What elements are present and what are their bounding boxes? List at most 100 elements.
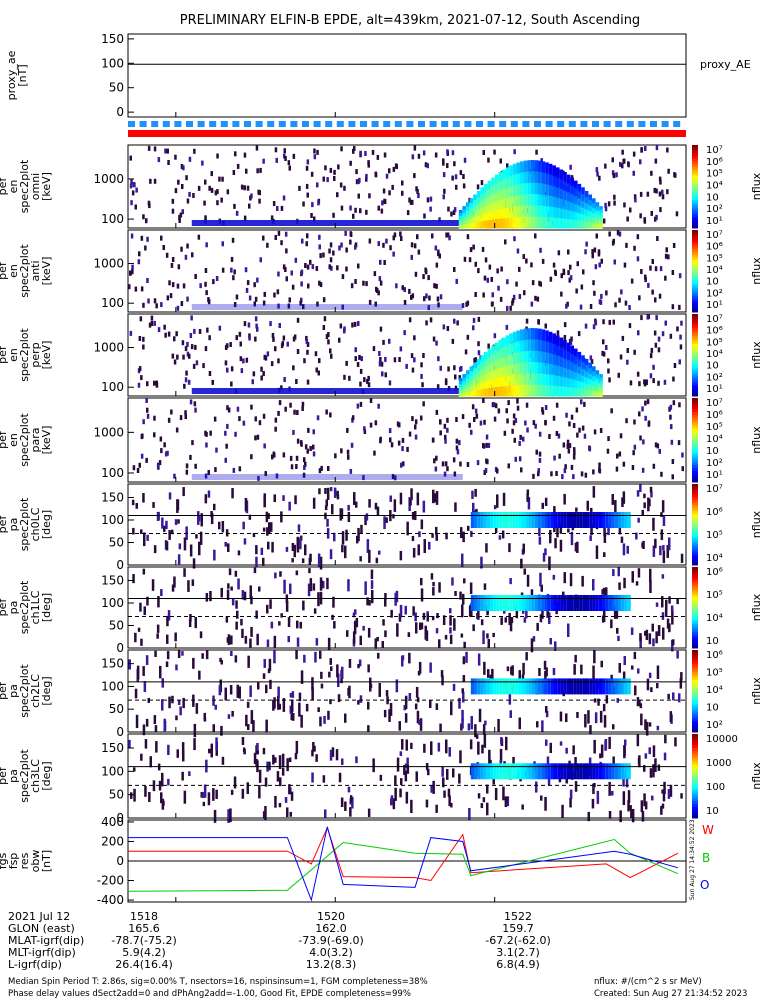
spectrogram-cell xyxy=(673,243,676,248)
spectrogram-cell xyxy=(225,345,228,350)
spectrogram-cell xyxy=(146,408,149,413)
colorbar-label: 10⁳ xyxy=(706,277,719,288)
flux-cell xyxy=(538,194,542,206)
spectrogram-cell xyxy=(564,468,567,473)
spectrogram-cell xyxy=(247,702,250,708)
flux-cell xyxy=(462,210,466,214)
spectrogram-cell xyxy=(435,805,438,813)
spectrogram-cell xyxy=(247,280,250,285)
spectrogram-cell xyxy=(214,810,217,823)
spectrogram-cell xyxy=(266,527,269,536)
spectrogram-cell xyxy=(330,487,333,491)
flux-cell xyxy=(556,366,560,377)
spectrogram-cell xyxy=(494,417,497,422)
spectrogram-cell xyxy=(182,340,185,345)
spectrogram-cell xyxy=(173,336,176,341)
flux-cell xyxy=(605,512,608,528)
flux-cell xyxy=(542,374,546,386)
flux-cell xyxy=(477,390,481,397)
spectrogram-cell xyxy=(405,697,408,710)
flux-cell xyxy=(538,351,542,363)
flux-cell xyxy=(588,222,592,228)
spectrogram-cell xyxy=(204,431,207,436)
flux-cell xyxy=(466,224,470,229)
spectrogram-cell xyxy=(569,798,572,808)
spectrogram-cell xyxy=(473,318,476,323)
flux-cell xyxy=(624,595,627,611)
spectrogram-cell xyxy=(384,630,387,637)
spectrogram-cell xyxy=(574,655,577,663)
spectrogram-cell xyxy=(309,446,312,451)
spectrogram-cell xyxy=(255,557,258,567)
flux-cell xyxy=(527,217,531,229)
spectrogram-cell xyxy=(343,186,346,191)
spectrogram-cell xyxy=(411,242,414,247)
spectrogram-cell xyxy=(371,580,374,589)
spectrogram-cell xyxy=(522,663,525,675)
spectrogram-cell xyxy=(482,631,485,645)
flux-cell xyxy=(574,189,578,197)
flux-cell xyxy=(493,512,496,528)
flux-cell xyxy=(583,595,586,611)
flux-cell xyxy=(470,381,474,386)
flux-cell xyxy=(554,763,557,779)
flux-cell xyxy=(519,512,522,528)
spectrogram-cell xyxy=(655,215,658,220)
colorbar: 10⁶10⁵10⁴10⁳nflux xyxy=(692,567,763,649)
flux-cell xyxy=(545,330,549,341)
y-tick-label: 0 xyxy=(116,641,124,655)
spectrogram-cell xyxy=(437,297,440,302)
spectrogram-cell xyxy=(346,428,349,433)
spectrogram-cell xyxy=(282,495,285,501)
spectrogram-cell xyxy=(285,797,288,803)
spectrogram-cell xyxy=(154,179,157,184)
spectrogram-cell xyxy=(567,624,570,637)
spectrogram-cell xyxy=(506,306,509,311)
spectrogram-cell xyxy=(651,211,654,216)
spectrogram-cell xyxy=(216,154,219,159)
spectrogram-cell xyxy=(253,371,256,376)
spectrogram-cell xyxy=(508,613,511,625)
spectrogram-cell xyxy=(485,468,488,473)
flux-cell xyxy=(578,352,582,360)
colorbar: 10⁷10⁶10⁵10⁴nflux xyxy=(692,484,763,566)
spectrogram-cell xyxy=(613,201,616,206)
spectrogram-cell xyxy=(637,256,640,261)
flux-cell xyxy=(570,203,574,212)
spectrogram-cell xyxy=(144,606,147,615)
spectrogram-cell xyxy=(345,361,348,366)
spectrogram-cell xyxy=(445,740,448,754)
flux-cell xyxy=(585,191,589,198)
spectrogram-cell xyxy=(292,365,295,370)
flux-cell xyxy=(549,353,553,364)
spectrogram-cell xyxy=(453,618,456,630)
spectrogram-cell xyxy=(540,282,543,287)
spectrogram-cell xyxy=(258,587,261,592)
flux-cell xyxy=(563,209,567,219)
spectrogram-cell xyxy=(400,605,403,617)
fgm-status-segment xyxy=(256,121,263,127)
spectrogram-cell xyxy=(171,696,174,704)
spectrogram-cell xyxy=(672,270,675,275)
spectrogram-cell xyxy=(267,542,270,550)
flux-cell xyxy=(599,389,603,393)
spectrogram-cell xyxy=(355,756,358,763)
flux-cell xyxy=(560,199,564,209)
spectrogram-cell xyxy=(560,712,563,722)
spectrogram-cell xyxy=(632,450,635,455)
y-tick-label: 400 xyxy=(101,815,124,829)
spectrogram-cell xyxy=(357,404,360,409)
colorbar-segment xyxy=(692,562,698,565)
spectrogram-cell xyxy=(140,375,143,380)
spectrogram-cell xyxy=(273,452,276,457)
spectrogram-cell xyxy=(656,145,659,150)
spectrogram-cell xyxy=(412,536,415,541)
flux-cell xyxy=(592,763,595,779)
spectrogram-cell xyxy=(538,668,541,676)
spectrogram-cell xyxy=(306,339,309,344)
flux-cell xyxy=(538,763,541,779)
spectrogram-cell xyxy=(610,619,613,628)
spectrogram-cell xyxy=(666,148,669,153)
flux-cell xyxy=(531,194,535,206)
spectrogram-cell xyxy=(318,235,321,240)
